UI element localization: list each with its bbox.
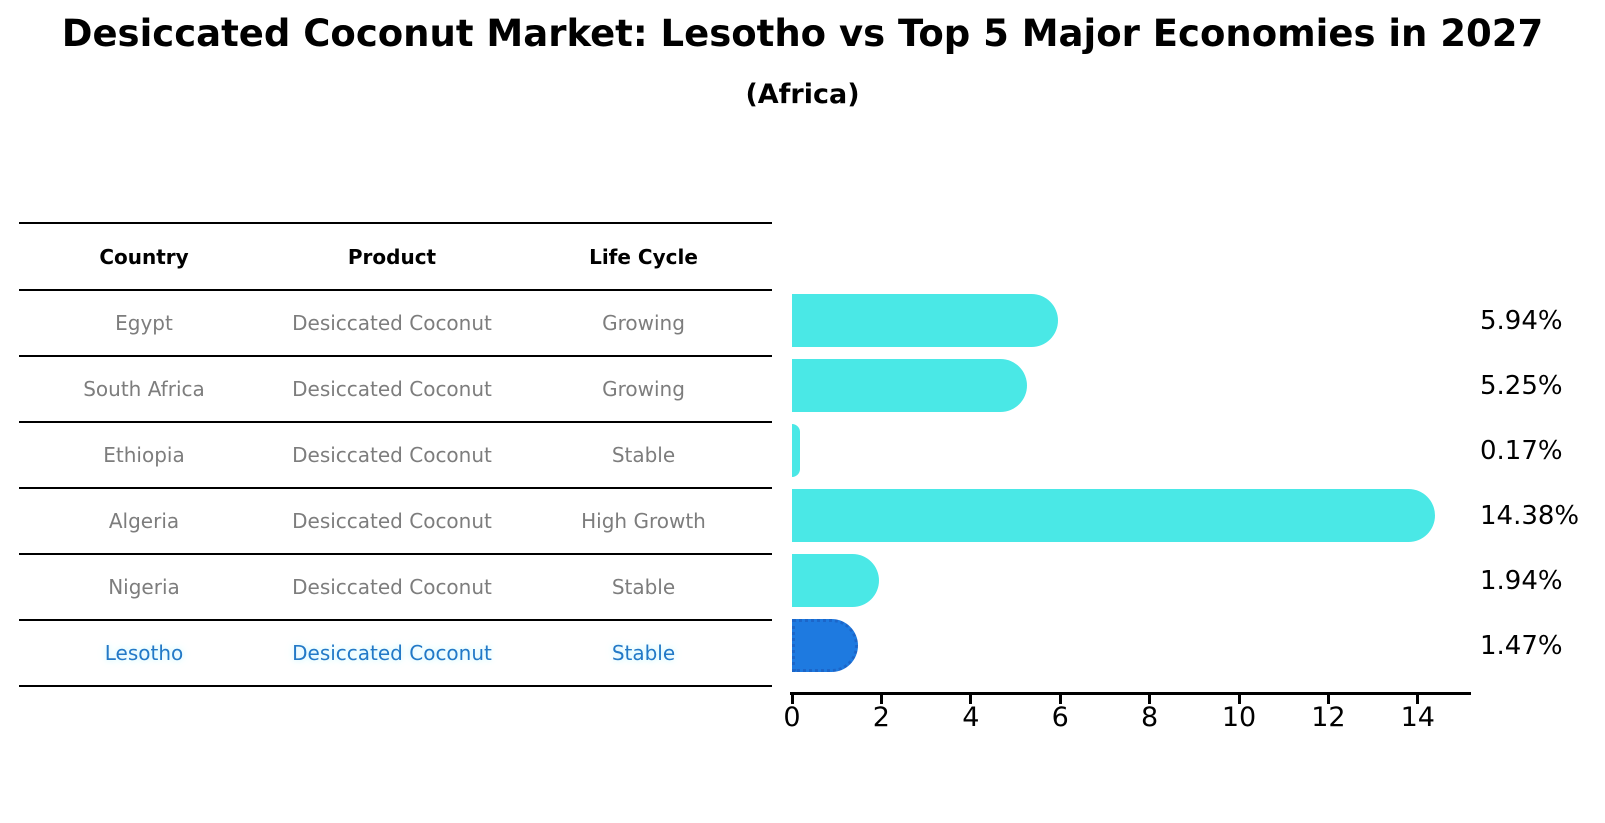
x-tick	[1148, 695, 1152, 704]
value-label: 1.94%	[1480, 565, 1563, 596]
cell-product: Desiccated Coconut	[292, 311, 492, 335]
cell-product: Desiccated Coconut	[292, 641, 492, 665]
cell-life-cycle: Stable	[611, 641, 676, 665]
x-tick-label: 2	[872, 702, 890, 733]
x-tick	[1058, 695, 1062, 704]
cell-life-cycle: High Growth	[581, 509, 706, 533]
cell-life-cycle: Stable	[611, 575, 676, 599]
table-row: Lesotho Desiccated Coconut Stable	[19, 621, 772, 687]
table-row: South Africa Desiccated Coconut Growing	[19, 357, 772, 423]
cell-product: Desiccated Coconut	[292, 443, 492, 467]
value-label: 5.94%	[1480, 305, 1563, 336]
column-header-product: Product	[347, 244, 437, 269]
x-tick	[879, 695, 883, 704]
cell-country: Nigeria	[108, 575, 180, 599]
x-tick-label: 14	[1400, 702, 1435, 733]
cell-life-cycle: Growing	[602, 377, 685, 401]
x-tick	[790, 695, 794, 704]
column-header-life-cycle: Life Cycle	[589, 244, 698, 269]
cell-country: Ethiopia	[103, 443, 185, 467]
x-tick-label: 8	[1141, 702, 1159, 733]
country-table: Country Product Life Cycle Egypt Desiccated …	[19, 222, 772, 687]
cell-country: Lesotho	[104, 641, 184, 665]
x-tick	[1237, 695, 1241, 704]
chart-title: Desiccated Coconut Market: Lesotho vs To…	[61, 12, 1544, 55]
x-tick-label: 0	[783, 702, 801, 733]
x-tick-label: 4	[962, 702, 980, 733]
cell-product: Desiccated Coconut	[292, 509, 492, 533]
table-header-row: Country Product Life Cycle	[19, 224, 772, 291]
table-row: Nigeria Desiccated Coconut Stable	[19, 555, 772, 621]
x-tick-label: 12	[1311, 702, 1346, 733]
cell-country: South Africa	[83, 377, 205, 401]
value-label: 1.47%	[1480, 630, 1563, 661]
x-tick-label: 10	[1221, 702, 1257, 733]
x-tick	[1416, 695, 1420, 704]
x-tick	[1326, 695, 1330, 704]
value-label: 14.38%	[1480, 500, 1580, 531]
chart-subtitle: (Africa)	[745, 79, 860, 110]
cell-country: Algeria	[108, 509, 180, 533]
bar-nigeria	[792, 554, 879, 607]
value-label: 0.17%	[1480, 435, 1563, 466]
cell-product: Desiccated Coconut	[292, 377, 492, 401]
x-axis-line	[790, 692, 1471, 695]
cell-product: Desiccated Coconut	[292, 575, 492, 599]
bar-highlight-lesotho	[792, 619, 858, 672]
column-header-country: Country	[99, 244, 189, 269]
table-row: Egypt Desiccated Coconut Growing	[19, 291, 772, 357]
cell-life-cycle: Stable	[611, 443, 676, 467]
value-label: 5.25%	[1480, 370, 1563, 401]
bar-egypt	[792, 294, 1058, 347]
x-tick-label: 6	[1051, 702, 1069, 733]
bar-algeria	[792, 489, 1435, 542]
bar-ethiopia	[792, 424, 800, 477]
table-row: Ethiopia Desiccated Coconut Stable	[19, 423, 772, 489]
cell-life-cycle: Growing	[602, 311, 685, 335]
cell-country: Egypt	[115, 311, 173, 335]
bar-south-africa	[792, 359, 1027, 412]
table-row: Algeria Desiccated Coconut High Growth	[19, 489, 772, 555]
x-tick	[969, 695, 973, 704]
